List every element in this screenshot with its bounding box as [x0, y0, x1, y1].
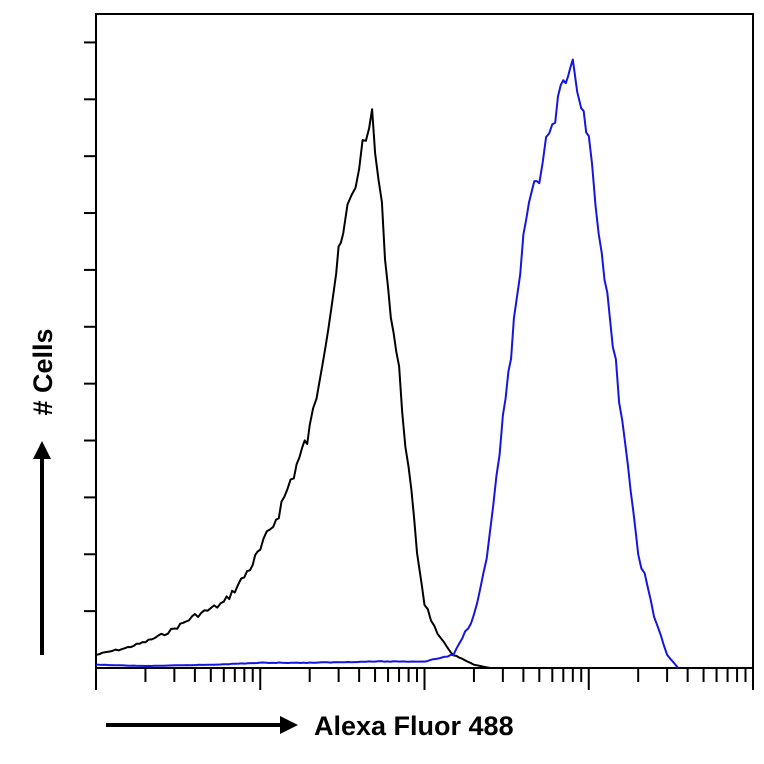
- histogram-series-1: [95, 108, 491, 669]
- y-axis-label: # Cells: [28, 328, 58, 415]
- y-axis-ticks: [84, 41, 96, 613]
- x-axis-label: Alexa Fluor 488: [314, 711, 514, 741]
- histogram-series-2: [95, 58, 679, 669]
- x-axis-arrow-head: [280, 716, 298, 734]
- x-axis-ticks: [95, 668, 754, 690]
- y-axis-arrow-head: [33, 441, 51, 459]
- series-group: [95, 58, 679, 669]
- plot-frame: [95, 13, 754, 669]
